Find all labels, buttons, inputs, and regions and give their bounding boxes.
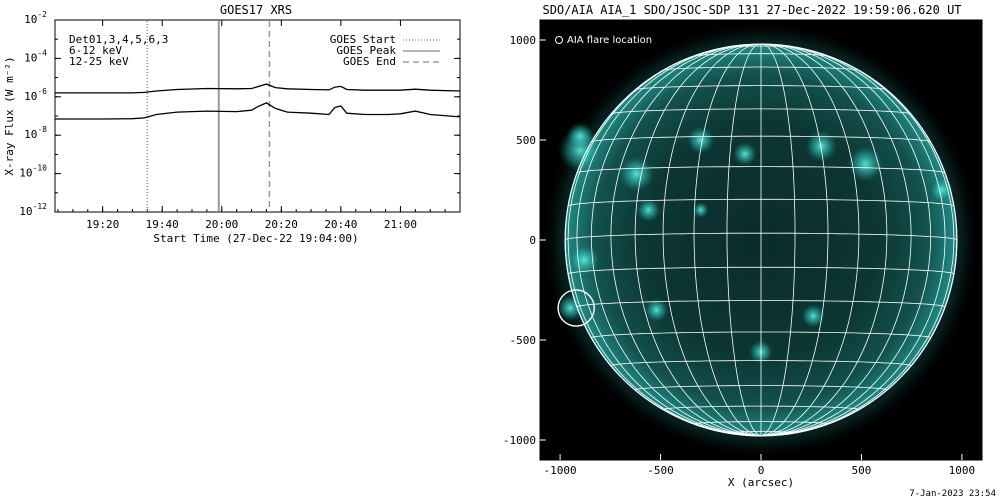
aia-y-tick-label: -1000: [503, 434, 536, 447]
aia-x-tick-label: 1000: [949, 464, 976, 477]
grid-line: [760, 44, 912, 437]
grid-line: [760, 47, 955, 437]
goes-x-tick-label: 20:40: [324, 218, 357, 231]
goes-x-axis-label: Start Time (27-Dec-22 19:04:00): [153, 232, 358, 245]
goes-legend: GOES Start GOES Peak GOES End: [330, 33, 440, 68]
flare-legend-icon: [555, 36, 563, 44]
goes-y-tick-label: 10-12: [19, 202, 47, 218]
flare-legend-label: AIA flare location: [567, 35, 652, 46]
grid-line: [567, 47, 762, 437]
goes-y-tick-label: 10-8: [24, 125, 47, 141]
flare-location-circle: [557, 289, 595, 327]
aia-y-tick-label: 0: [529, 234, 536, 247]
goes-y-tick-label: 10-10: [19, 164, 47, 180]
legend-start-label: GOES Start: [330, 33, 396, 46]
aia-y-tick-label: 1000: [510, 34, 537, 47]
goes-x-tick-label: 21:00: [384, 218, 417, 231]
aia-x-ticks: -1000 -500 0 500 1000: [544, 454, 976, 477]
active-region-glow: [801, 303, 826, 329]
active-region-glow: [929, 177, 954, 203]
goes-x-tick-label: 20:00: [205, 218, 238, 231]
aia-y-ticks: 1000 500 0 -500 -1000: [503, 34, 546, 447]
goes-x-tick-label: 19:20: [86, 218, 119, 231]
aia-x-tick-label: 0: [758, 464, 765, 477]
aia-x-tick-label: 500: [852, 464, 872, 477]
legend-end-label: GOES End: [343, 55, 396, 68]
aia-x-tick-label: -500: [647, 464, 674, 477]
active-region-glow: [847, 145, 884, 183]
aia-image-panel: SDO/AIA AIA_1 SDO/JSOC-SDP 131 27-Dec-20…: [503, 3, 983, 489]
grid-line: [760, 43, 888, 437]
aia-image-title: SDO/AIA AIA_1 SDO/JSOC-SDP 131 27-Dec-20…: [542, 3, 961, 17]
active-region-glow: [636, 197, 661, 223]
goes-channel-1-label: 6-12 keV: [69, 44, 122, 57]
grid-line: [693, 43, 762, 437]
goes-y-tick-label: 10-2: [24, 10, 47, 26]
active-region-glow: [692, 201, 709, 219]
goes-x-tick-label: 20:20: [265, 218, 298, 231]
goes-chart-title: GOES17 XRS: [220, 3, 292, 17]
legend-peak-label: GOES Peak: [336, 44, 396, 57]
goes-series-long: [55, 83, 460, 94]
grid-line: [634, 43, 762, 437]
goes-lightcurve-panel: GOES17 XRS 10-2 10-4 10-6 10-8 10-10 10-12 19…: [3, 3, 461, 245]
footer-date: 7-Jan-2023 23:54: [909, 489, 996, 499]
sun-limb: [564, 43, 958, 437]
aia-y-tick-label: -500: [510, 334, 537, 347]
grid-line: [760, 43, 796, 437]
aia-x-axis-label: X (arcsec): [728, 476, 794, 489]
grid-line: [760, 44, 946, 437]
grid-line: [760, 44, 932, 437]
aia-y-tick-label: 500: [516, 134, 536, 147]
active-region-glow: [618, 155, 655, 193]
heliographic-grid: [564, 43, 958, 437]
grid-line: [760, 43, 829, 437]
goes-detector-label: Det01,3,4,5,6,3: [69, 33, 168, 46]
goes-channel-2-label: 12-25 keV: [69, 55, 129, 68]
active-region-glow: [644, 297, 669, 323]
sun-active-regions: [556, 121, 954, 365]
active-region-glow: [732, 141, 757, 167]
goes-x-ticks: 19:20 19:40 20:00 20:20 20:40 21:00: [57, 20, 446, 231]
aia-x-tick-label: -1000: [544, 464, 577, 477]
active-region-glow: [805, 129, 838, 163]
goes-x-tick-label: 19:40: [146, 218, 179, 231]
active-region-glow: [686, 125, 715, 155]
active-region-glow: [556, 293, 585, 323]
active-region-glow: [566, 121, 595, 151]
grid-line: [662, 43, 762, 437]
goes-y-axis-label: X-ray Flux (W m⁻²): [3, 56, 16, 175]
goes-series-short: [55, 102, 460, 120]
grid-line: [590, 44, 762, 437]
grid-line: [760, 43, 860, 437]
goes-y-tick-label: 10-6: [24, 87, 47, 103]
grid-line: [726, 43, 762, 437]
grid-line: [610, 44, 762, 437]
grid-line: [576, 44, 762, 437]
goes-y-tick-label: 10-4: [24, 48, 47, 64]
